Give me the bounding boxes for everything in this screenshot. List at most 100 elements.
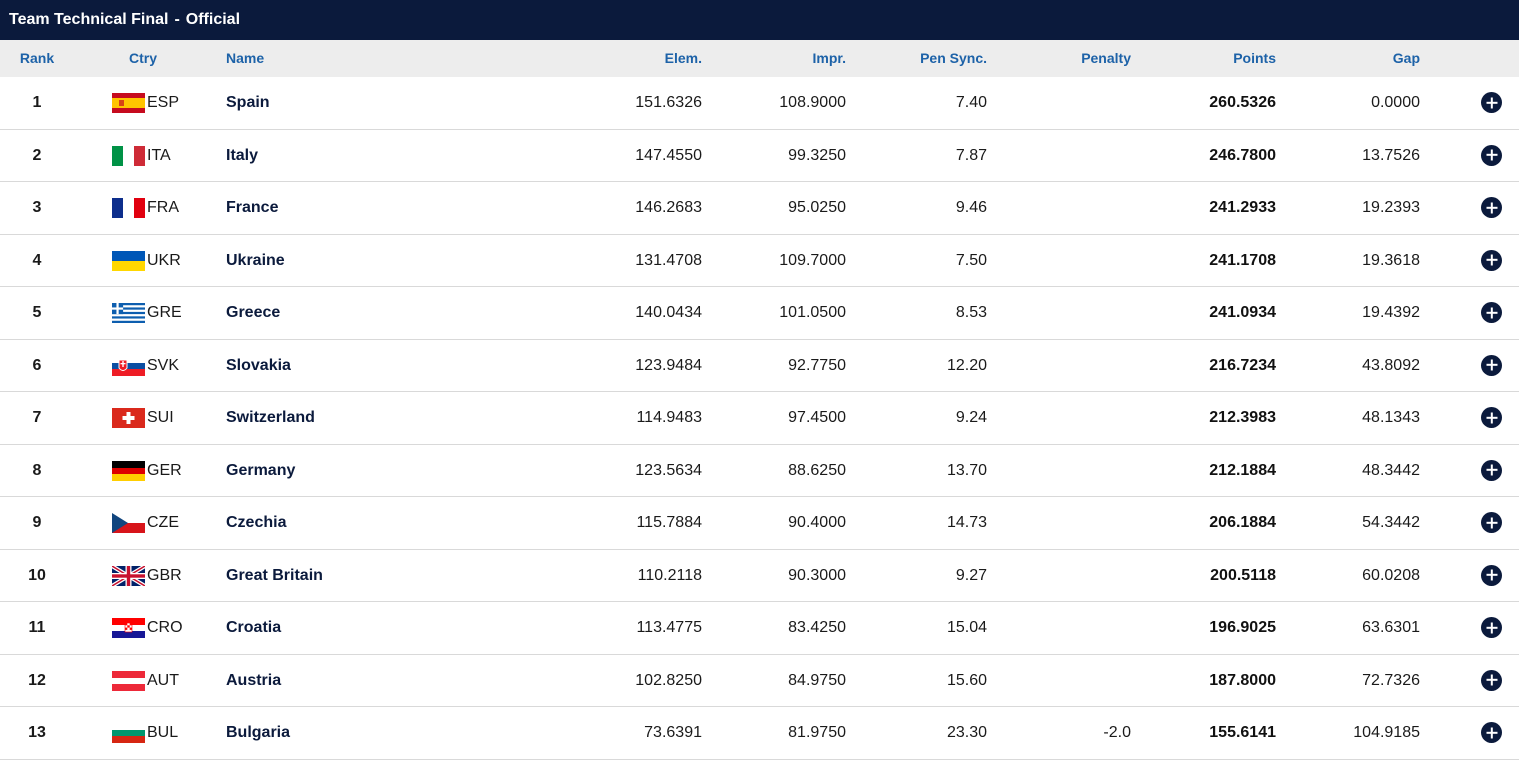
pen-sync-cell: 12.20: [946, 356, 987, 374]
team-name-cell[interactable]: Spain: [226, 94, 270, 111]
france-flag-icon: [112, 198, 145, 218]
table-row[interactable]: 7 SUI Switzerland 114.9483 97.4500 9.24 212.39…: [0, 392, 1519, 445]
team-name-cell[interactable]: France: [226, 199, 279, 216]
croatia-flag-icon: [112, 618, 145, 638]
impr-score-cell: 99.3250: [788, 146, 846, 164]
table-row[interactable]: 12 AUT Austria 102.8250 84.9750 15.60 187.8000…: [0, 654, 1519, 707]
points-cell: 246.7800: [1209, 146, 1276, 164]
column-header-points[interactable]: Points: [1233, 50, 1276, 66]
plus-circle-icon[interactable]: [1481, 564, 1502, 586]
pen-sync-cell: 7.50: [955, 251, 987, 269]
team-name-cell[interactable]: Germany: [226, 461, 296, 479]
plus-circle-icon[interactable]: [1481, 459, 1502, 481]
table-row[interactable]: 6 SVK Slovakia 123.9484 92.7750 12.20 216.7234…: [0, 339, 1519, 392]
plus-circle-icon[interactable]: [1481, 722, 1502, 743]
points-cell: 200.5118: [1210, 566, 1276, 584]
germany-flag-icon: [112, 460, 145, 481]
table-row[interactable]: 5 GRE Greece 140.0434 101.0500 8.53 241.0934 19…: [0, 287, 1519, 340]
country-code-cell: AUT: [147, 671, 179, 689]
rank-cell: 11: [28, 619, 46, 636]
rank-cell: 3: [32, 199, 42, 216]
elem-score-cell: 73.6391: [644, 724, 702, 741]
table-row[interactable]: 3 FRA France 146.2683 95.0250 9.46 241.2933 19.…: [0, 182, 1519, 235]
table-row[interactable]: 8 GER Germany 123.5634 88.6250 13.70 212.1884 4…: [0, 444, 1519, 497]
team-name-cell[interactable]: Switzerland: [226, 409, 315, 426]
team-name-cell[interactable]: Bulgaria: [226, 724, 291, 741]
table-row[interactable]: 11 CRO Croatia 113.4775 83.4250 15.04 196.9025…: [0, 602, 1519, 655]
italy-flag-icon: [112, 145, 145, 166]
gap-cell: 60.0208: [1362, 566, 1420, 584]
plus-circle-icon[interactable]: [1481, 669, 1502, 691]
points-cell: 241.0934: [1209, 304, 1276, 321]
column-header-penalty[interactable]: Penalty: [1081, 50, 1131, 66]
column-header-rank[interactable]: Rank: [19, 50, 55, 66]
elem-score-cell: 140.0434: [635, 304, 702, 321]
rank-cell: 12: [28, 671, 46, 689]
points-cell: 212.3983: [1209, 409, 1276, 426]
penalty-cell: [1011, 235, 1131, 287]
team-name-cell[interactable]: Slovakia: [226, 356, 291, 374]
plus-circle-icon[interactable]: [1481, 144, 1502, 166]
table-row[interactable]: 13 BUL Bulgaria 73.6391 81.9750 23.30 -2.0 155.…: [0, 707, 1519, 760]
table-row[interactable]: 4 UKR Ukraine 131.4708 109.7000 7.50 241.1708 1…: [0, 234, 1519, 287]
ukraine-flag-icon: [112, 250, 145, 271]
table-row[interactable]: 9 CZE Czechia 115.7884 90.4000 14.73 206.1884 5…: [0, 497, 1519, 550]
plus-circle-icon[interactable]: [1481, 249, 1502, 271]
impr-score-cell: 90.3000: [788, 566, 846, 584]
results-status: Official: [185, 11, 241, 28]
table-row[interactable]: 2 ITA Italy 147.4550 99.3250 7.87 246.7800 13.7…: [0, 129, 1519, 182]
elem-score-cell: 131.4708: [635, 251, 702, 269]
gap-cell: 48.1343: [1362, 409, 1420, 426]
points-cell: 212.1884: [1209, 461, 1276, 479]
plus-circle-icon[interactable]: [1481, 302, 1502, 323]
points-cell: 196.9025: [1209, 619, 1276, 636]
plus-circle-icon[interactable]: [1481, 92, 1502, 113]
table-row[interactable]: 10 GBR Great Britain 110.2118 90.3000 9.27 200…: [0, 549, 1519, 602]
results-table-body: 1 ESP Spain 151.6326 108.9000 7.40 260.5326 0.0…: [0, 77, 1519, 760]
country-code-cell: ITA: [147, 146, 171, 164]
team-name-cell[interactable]: Ukraine: [226, 251, 285, 269]
table-row[interactable]: 1 ESP Spain 151.6326 108.9000 7.40 260.5326 0.0…: [0, 77, 1519, 130]
team-name-cell[interactable]: Italy: [226, 146, 259, 164]
plus-circle-icon[interactable]: [1481, 197, 1502, 218]
column-header-name[interactable]: Name: [226, 50, 265, 66]
gap-cell: 19.3618: [1362, 251, 1420, 269]
column-header-impr[interactable]: Impr.: [812, 50, 846, 66]
gap-cell: 0.0000: [1371, 94, 1420, 111]
table-header: Rank Ctry Name Elem. Impr. Pen Sync. Pen…: [0, 40, 1519, 77]
column-header-elem[interactable]: Elem.: [664, 50, 702, 66]
penalty-cell: [1011, 77, 1131, 129]
impr-score-cell: 88.6250: [788, 461, 846, 479]
country-code-cell: SUI: [147, 409, 174, 426]
column-header-ctry[interactable]: Ctry: [129, 50, 158, 66]
rank-cell: 13: [28, 724, 46, 741]
team-name-cell[interactable]: Great Britain: [226, 566, 323, 584]
elem-score-cell: 123.9484: [635, 356, 702, 374]
rank-cell: 8: [32, 461, 42, 479]
pen-sync-cell: 7.40: [955, 94, 987, 111]
pen-sync-cell: 15.04: [946, 619, 987, 636]
points-cell: 216.7234: [1209, 356, 1276, 374]
team-name-cell[interactable]: Greece: [226, 304, 281, 321]
plus-circle-icon[interactable]: [1481, 617, 1502, 638]
points-cell: 241.1708: [1209, 251, 1276, 269]
elem-score-cell: 113.4775: [636, 619, 702, 636]
team-name-cell[interactable]: Croatia: [226, 619, 282, 636]
column-header-gap[interactable]: Gap: [1392, 50, 1420, 66]
gap-cell: 19.2393: [1362, 199, 1420, 216]
elem-score-cell: 110.2118: [637, 566, 702, 584]
penalty-cell: [1011, 340, 1131, 392]
team-name-cell[interactable]: Czechia: [226, 514, 287, 531]
plus-circle-icon[interactable]: [1481, 407, 1502, 428]
team-name-cell[interactable]: Austria: [226, 671, 282, 689]
pen-sync-cell: 8.53: [955, 304, 987, 321]
plus-circle-icon[interactable]: [1481, 512, 1502, 533]
plus-circle-icon[interactable]: [1481, 354, 1502, 376]
country-code-cell: GBR: [147, 566, 182, 584]
impr-score-cell: 84.9750: [788, 671, 846, 689]
points-cell: 206.1884: [1209, 514, 1276, 531]
column-header-pen-sync[interactable]: Pen Sync.: [920, 50, 987, 66]
gap-cell: 104.9185: [1353, 724, 1420, 741]
gap-cell: 48.3442: [1362, 461, 1420, 479]
pen-sync-cell: 7.87: [955, 146, 987, 164]
